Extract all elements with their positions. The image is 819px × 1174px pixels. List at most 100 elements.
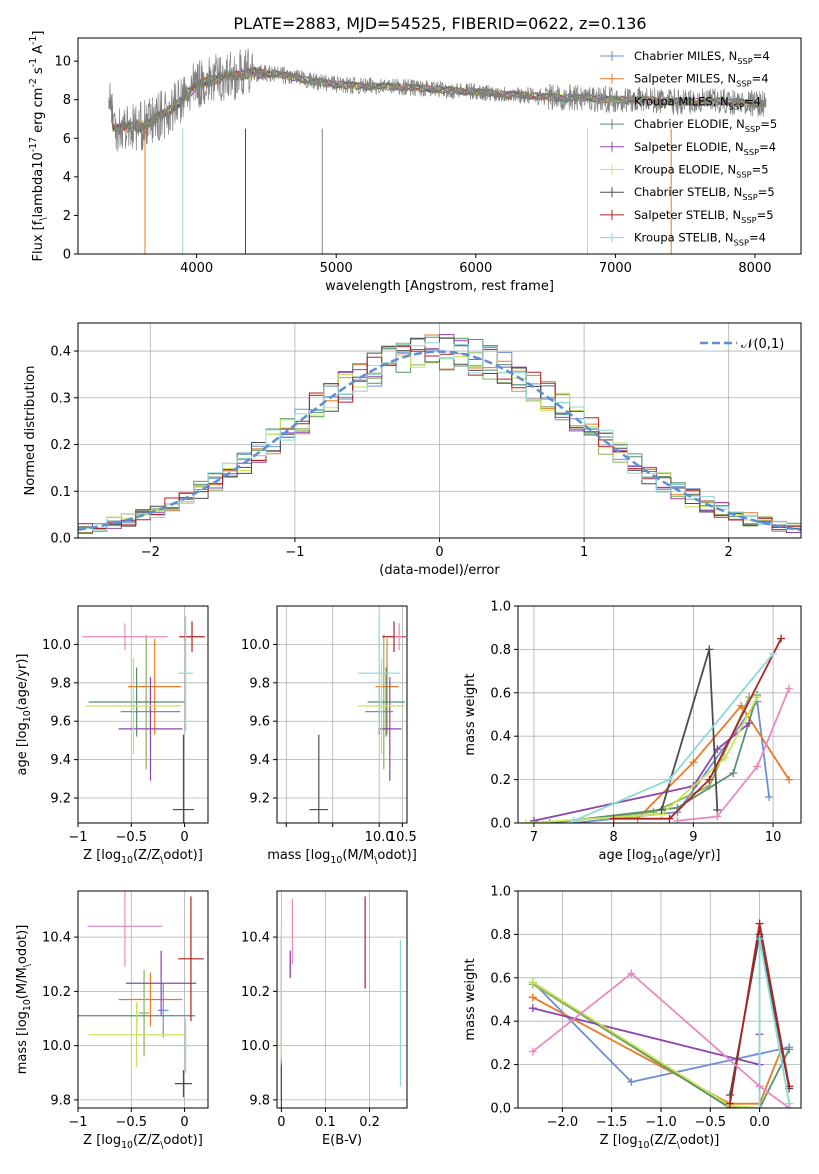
ytick-label: 10.0 [42, 1039, 71, 1054]
series-marker [528, 1047, 537, 1056]
series-line [532, 981, 791, 1108]
y-axis-label: mass weight [463, 673, 478, 755]
x-axis-label: wavelength [Angstrom, rest frame] [325, 279, 554, 294]
series-marker [777, 634, 786, 643]
text-run: )] [407, 848, 417, 863]
text-run: mass [log [15, 1011, 30, 1074]
text-run: mass [log [267, 848, 330, 863]
series-marker [673, 816, 682, 823]
text-run: SSP [742, 192, 757, 202]
ytick-label: 9.8 [249, 676, 270, 691]
text-run: =4 [744, 94, 761, 108]
ytick-label: 8 [63, 93, 71, 108]
ytick-label: 0.8 [490, 928, 511, 943]
plot-area [78, 334, 801, 538]
ytick-label: 9.2 [249, 792, 270, 807]
axes-frame [276, 890, 408, 1109]
series-marker [753, 693, 762, 702]
normal-curve [78, 350, 801, 532]
series-marker [745, 719, 754, 728]
series-marker [705, 775, 714, 784]
ytick-label: 6 [63, 132, 71, 147]
series-line [532, 983, 760, 1108]
ytick-label: 0.0 [490, 817, 511, 832]
text-run: A [31, 45, 46, 58]
text-run: (data-model)/error [379, 563, 500, 578]
series-line [525, 696, 758, 823]
x-axis-label: (data-model)/error [379, 563, 500, 578]
text-run: Z [log [83, 1133, 121, 1148]
text-run: Chabrier STELIB, N [634, 185, 742, 199]
xtick-label: 0 [180, 1115, 188, 1130]
xtick-label: 4000 [180, 261, 213, 276]
text-run: odot [163, 848, 192, 863]
text-run: )] [15, 925, 30, 935]
histogram-step [78, 342, 801, 538]
text-run: =4 [753, 49, 770, 63]
text-run: Chabrier MILES, N [634, 49, 737, 63]
legend-entry: Chabrier MILES, NSSP​=4 [634, 49, 770, 66]
text-run: Chabrier ELODIE, N [634, 117, 745, 131]
axes-frame [517, 605, 802, 824]
series-marker [545, 819, 554, 823]
x-axis-label: Z [log10​(Z/Z\​odot)] [83, 848, 203, 866]
ytick-label: 0.0 [50, 532, 71, 547]
axes-frame [77, 37, 802, 255]
text-run: SSP [729, 101, 744, 111]
axes-frame [517, 890, 802, 1109]
legend-entry: Salpeter STELIB, NSSP​=5 [634, 208, 774, 225]
massweight-vs-Z-axes: −2.0 −1.5 −1.0 −0.5 0.0 0.0 0.2 0.4 0.6 0.8 1.0 Z [… [463, 885, 802, 1151]
text-run: Z [log [83, 848, 121, 863]
series-marker [755, 1082, 764, 1091]
mass-vs-Z-axes: −1 −0.5 0 9.8 10.0 10.2 10.4 Z [log10​(Z/Z\​odo… [15, 890, 209, 1151]
ytick-label: 4 [63, 170, 71, 185]
text-run: =4 [759, 140, 776, 154]
ytick-label: 0.3 [50, 391, 71, 406]
text-run: (Z/Z [649, 1133, 676, 1148]
text-run: =5 [752, 163, 769, 177]
ytick-label: 0.2 [490, 1058, 511, 1073]
series-line [677, 688, 790, 822]
series-marker [769, 649, 778, 658]
series-marker [569, 816, 578, 823]
xtick-label: −1 [68, 830, 87, 845]
age-vs-Z-axes: −1 −0.5 0 9.2 9.4 9.6 9.8 10.0 Z [log10​(Z/Z\​od… [15, 605, 209, 866]
text-run: =5 [757, 208, 774, 222]
text-run: lambda [31, 169, 46, 218]
axes-frame [276, 605, 408, 824]
legend-entry: 𝒩(0,1) [741, 337, 784, 352]
ytick-label: 10 [54, 55, 71, 70]
series-line [532, 981, 760, 1108]
text-run: Kroupa MILES, N [634, 94, 729, 108]
text-run: 𝒩 [741, 337, 756, 352]
ytick-label: 9.4 [249, 753, 270, 768]
series-marker [689, 758, 698, 767]
ytick-label: 1.0 [490, 600, 511, 615]
xtick-label: 0.2 [359, 1115, 380, 1130]
series-line [613, 638, 782, 820]
series-line [636, 704, 790, 820]
xtick-label: −1.0 [645, 1115, 677, 1130]
ytick-label: 10.4 [42, 931, 71, 946]
xtick-label: −2.0 [547, 1115, 579, 1130]
y-axis-label: mass weight [463, 958, 478, 1040]
text-run: (Z/Z [133, 1133, 160, 1148]
y-axis-label: Flux [f\​lambda10-17​ erg cm-2​ s-1​ A-1… [28, 31, 49, 262]
text-run: -17 [28, 137, 39, 152]
ytick-label: 10.4 [241, 931, 270, 946]
xtick-label: 0 [180, 830, 188, 845]
plot-area [528, 919, 794, 1108]
text-run: 10 [22, 999, 33, 1011]
ytick-label: 0.4 [50, 345, 71, 360]
legend-entry: Kroupa ELODIE, NSSP​=5 [634, 163, 769, 180]
series-marker [726, 1090, 735, 1099]
text-run: Z [log [600, 1133, 638, 1148]
legend-entry: Kroupa STELIB, NSSP​=4 [634, 231, 766, 248]
x-axis-label: mass [log10​(M/M\​odot)] [267, 848, 417, 866]
ytick-label: 9.8 [50, 676, 71, 691]
series-marker [529, 816, 538, 823]
series-marker [737, 701, 746, 710]
series-marker [528, 993, 537, 1002]
legend-entry: Chabrier ELODIE, NSSP​=5 [634, 117, 777, 134]
